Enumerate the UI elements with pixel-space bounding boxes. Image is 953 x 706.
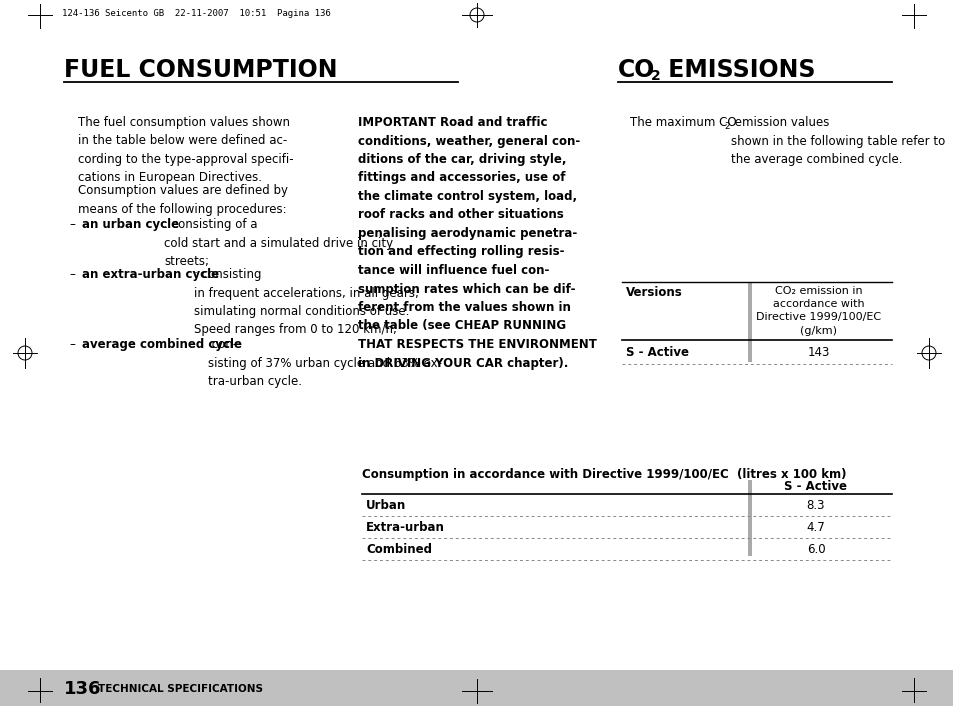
Text: The fuel consumption values shown
in the table below were defined ac-
cording to: The fuel consumption values shown in the… — [78, 116, 294, 184]
Text: 124-136 Seicento GB  22-11-2007  10:51  Pagina 136: 124-136 Seicento GB 22-11-2007 10:51 Pag… — [62, 9, 331, 18]
Text: : consisting
in frequent accelerations, in all gears,
simulating normal conditio: : consisting in frequent accelerations, … — [193, 268, 418, 337]
Text: 2: 2 — [650, 69, 660, 83]
Text: TECHNICAL SPECIFICATIONS: TECHNICAL SPECIFICATIONS — [98, 684, 263, 694]
Text: Urban: Urban — [366, 499, 406, 512]
Text: 6.0: 6.0 — [806, 543, 824, 556]
Text: Combined: Combined — [366, 543, 432, 556]
Text: S - Active: S - Active — [783, 480, 846, 493]
Text: average combined cycle: average combined cycle — [82, 338, 242, 351]
Text: –: – — [70, 338, 79, 351]
Text: –: – — [70, 218, 79, 231]
Bar — [0, 670, 953, 706]
Text: S - Active: S - Active — [625, 346, 688, 359]
Text: 143: 143 — [807, 346, 829, 359]
Text: IMPORTANT Road and traffic
conditions, weather, general con-
ditions of the car,: IMPORTANT Road and traffic conditions, w… — [357, 116, 597, 369]
Text: 2: 2 — [723, 122, 729, 131]
Text: The maximum CO: The maximum CO — [629, 116, 736, 129]
Bar — [747, 480, 751, 556]
Text: EMISSIONS: EMISSIONS — [659, 58, 815, 82]
Text: FUEL CONSUMPTION: FUEL CONSUMPTION — [64, 58, 337, 82]
Text: Consumption in accordance with Directive 1999/100/EC  (litres x 100 km): Consumption in accordance with Directive… — [361, 468, 845, 481]
Text: CO: CO — [618, 58, 655, 82]
Text: –: – — [70, 268, 79, 281]
Text: 8.3: 8.3 — [806, 499, 824, 512]
Text: 4.7: 4.7 — [806, 521, 824, 534]
Text: Consumption values are defined by
means of the following procedures:: Consumption values are defined by means … — [78, 184, 288, 215]
Text: Versions: Versions — [625, 286, 682, 299]
Text: CO₂ emission in
accordance with
Directive 1999/100/EC
(g/km): CO₂ emission in accordance with Directiv… — [756, 286, 881, 335]
Text: an urban cycle: an urban cycle — [82, 218, 179, 231]
Bar — [747, 282, 751, 350]
Text: : consisting of a
cold start and a simulated drive in city
streets;: : consisting of a cold start and a simul… — [164, 218, 393, 268]
Text: an extra-urban cycle: an extra-urban cycle — [82, 268, 219, 281]
Text: con-
sisting of 37% urban cycle and 63% ex-
tra-urban cycle.: con- sisting of 37% urban cycle and 63% … — [208, 338, 441, 388]
Text: Extra-urban: Extra-urban — [366, 521, 444, 534]
Bar — [747, 340, 751, 362]
Text: 136: 136 — [64, 680, 101, 698]
Text: emission values
shown in the following table refer to
the average combined cycle: emission values shown in the following t… — [730, 116, 944, 166]
